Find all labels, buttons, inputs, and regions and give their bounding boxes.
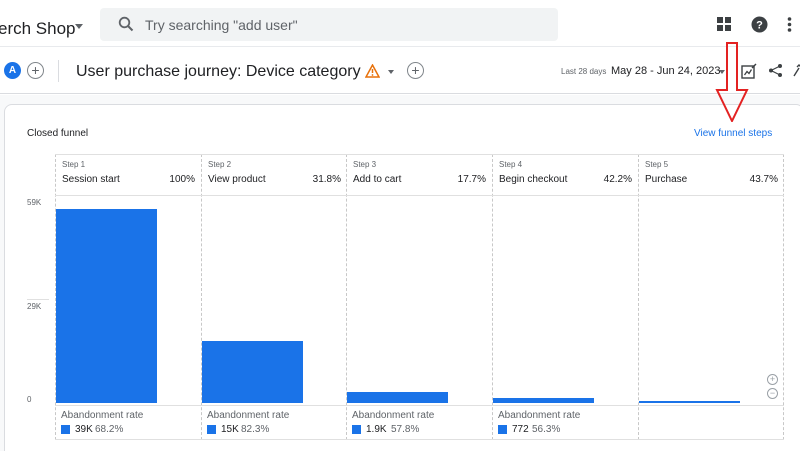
abandonment-rate: 68.2% bbox=[95, 424, 124, 435]
more-vert-icon[interactable] bbox=[787, 16, 792, 33]
step-completion-rate: 100% bbox=[169, 174, 195, 185]
step-completion-rate: 31.8% bbox=[312, 174, 341, 185]
top-bar: erch Shop ? bbox=[0, 0, 800, 47]
add-button[interactable]: + bbox=[407, 62, 424, 79]
step-number: Step 3 bbox=[353, 160, 377, 169]
abandonment-count: 1.9K bbox=[366, 424, 387, 435]
abandonment-label: Abandonment rate bbox=[61, 410, 144, 421]
step-separator bbox=[783, 154, 784, 440]
date-range-picker[interactable]: May 28 - Jun 24, 2023 bbox=[611, 65, 721, 77]
step-name: Begin checkout bbox=[499, 174, 568, 185]
funnel-step-header[interactable]: Step 4 Begin checkout 42.2% bbox=[492, 154, 638, 196]
search-input[interactable] bbox=[145, 8, 545, 41]
chevron-down-icon[interactable] bbox=[75, 24, 83, 29]
funnel-step-header[interactable]: Step 1 Session start 100% bbox=[55, 154, 201, 196]
step-separator bbox=[201, 154, 202, 440]
insights-icon[interactable] bbox=[792, 64, 800, 78]
search-icon bbox=[118, 16, 134, 32]
abandonment-rate: 82.3% bbox=[241, 424, 270, 435]
customize-report-icon[interactable] bbox=[741, 63, 757, 79]
step-number: Step 1 bbox=[62, 160, 86, 169]
step-name: Add to cart bbox=[353, 174, 402, 185]
y-tick-label: 0 bbox=[27, 395, 32, 404]
report-title: User purchase journey: Device category bbox=[76, 63, 361, 80]
y-tick-label: 29K bbox=[27, 302, 42, 311]
abandonment-cell: Abandonment rate 1.9K 57.8% bbox=[346, 405, 492, 440]
step-number: Step 2 bbox=[208, 160, 232, 169]
help-icon[interactable]: ? bbox=[751, 16, 768, 33]
step-completion-rate: 42.2% bbox=[603, 174, 632, 185]
search-bar[interactable] bbox=[100, 8, 558, 41]
abandonment-cell bbox=[638, 405, 784, 440]
svg-text:?: ? bbox=[756, 20, 763, 32]
warning-icon[interactable] bbox=[365, 64, 380, 78]
abandonment-rate: 56.3% bbox=[532, 424, 561, 435]
report-header bbox=[0, 48, 800, 94]
funnel-bar[interactable] bbox=[639, 401, 740, 403]
gridline bbox=[27, 299, 49, 300]
abandonment-count: 15K bbox=[221, 424, 239, 435]
property-name[interactable]: erch Shop bbox=[0, 19, 76, 38]
abandonment-label: Abandonment rate bbox=[498, 410, 581, 421]
abandonment-rate: 57.8% bbox=[391, 424, 420, 435]
zoom-in-icon[interactable]: + bbox=[767, 374, 778, 385]
step-separator bbox=[55, 154, 56, 440]
step-name: Session start bbox=[62, 174, 120, 185]
abandonment-label: Abandonment rate bbox=[352, 410, 435, 421]
step-completion-rate: 43.7% bbox=[749, 174, 778, 185]
chevron-down-icon[interactable] bbox=[719, 70, 725, 74]
divider bbox=[58, 60, 59, 82]
legend-swatch bbox=[207, 425, 216, 434]
abandonment-cell: Abandonment rate 39K 68.2% bbox=[55, 405, 201, 440]
step-number: Step 5 bbox=[645, 160, 669, 169]
funnel-step-header[interactable]: Step 5 Purchase 43.7% bbox=[638, 154, 784, 196]
chevron-down-icon[interactable] bbox=[388, 70, 394, 74]
step-separator bbox=[492, 154, 493, 440]
funnel-step-header[interactable]: Step 2 View product 31.8% bbox=[201, 154, 347, 196]
abandonment-cell: Abandonment rate 772 56.3% bbox=[492, 405, 638, 440]
y-tick-label: 59K bbox=[27, 198, 42, 207]
legend-swatch bbox=[352, 425, 361, 434]
comparison-avatar[interactable]: A bbox=[4, 62, 21, 79]
step-separator bbox=[638, 154, 639, 440]
annotation-arrow bbox=[715, 42, 749, 122]
abandonment-label: Abandonment rate bbox=[207, 410, 290, 421]
add-comparison-button[interactable]: + bbox=[27, 62, 44, 79]
step-separator bbox=[346, 154, 347, 440]
abandonment-count: 39K bbox=[75, 424, 93, 435]
view-funnel-steps-link[interactable]: View funnel steps bbox=[694, 128, 773, 139]
apps-grid-icon[interactable] bbox=[717, 17, 731, 31]
legend-swatch bbox=[498, 425, 507, 434]
step-number: Step 4 bbox=[499, 160, 523, 169]
zoom-out-icon[interactable]: − bbox=[767, 388, 778, 399]
funnel-bar[interactable] bbox=[347, 392, 448, 403]
abandonment-count: 772 bbox=[512, 424, 529, 435]
funnel-step-header[interactable]: Step 3 Add to cart 17.7% bbox=[346, 154, 492, 196]
step-name: Purchase bbox=[645, 174, 688, 185]
step-name: View product bbox=[208, 174, 266, 185]
abandonment-cell: Abandonment rate 15K 82.3% bbox=[201, 405, 347, 440]
date-preset-label: Last 28 days bbox=[561, 67, 607, 76]
card-title: Closed funnel bbox=[27, 128, 89, 139]
funnel-bar[interactable] bbox=[202, 341, 303, 403]
funnel-bar[interactable] bbox=[493, 398, 594, 403]
share-icon[interactable] bbox=[768, 63, 783, 78]
funnel-bar[interactable] bbox=[56, 209, 157, 403]
step-completion-rate: 17.7% bbox=[457, 174, 486, 185]
legend-swatch bbox=[61, 425, 70, 434]
